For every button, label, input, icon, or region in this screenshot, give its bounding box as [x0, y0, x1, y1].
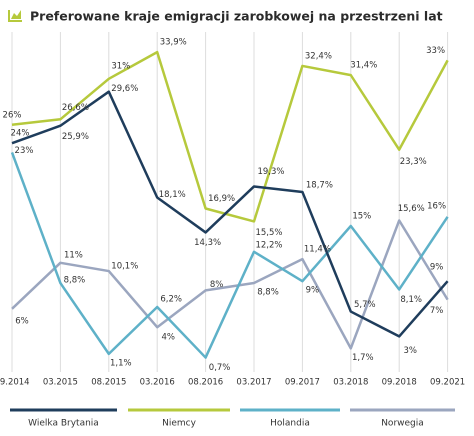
value-label: 18,7%	[306, 180, 333, 190]
legend-label: Holandia	[270, 419, 310, 429]
x-tick-label: 08.2015	[91, 378, 126, 388]
value-label: 26,6%	[62, 103, 89, 113]
value-label: 15%	[352, 212, 371, 222]
value-label: 3%	[403, 346, 417, 356]
value-label: 5,7%	[354, 300, 376, 310]
series-line	[11, 219, 449, 350]
series-line	[10, 151, 449, 359]
x-tick-label: 03.2015	[43, 378, 78, 388]
value-label: 9%	[430, 263, 444, 273]
value-label: 11%	[64, 250, 83, 260]
value-label: 19,3%	[257, 167, 284, 177]
value-label: 8,1%	[400, 295, 422, 305]
value-label: 31,4%	[350, 61, 377, 71]
x-tick-label: 09.2018	[382, 378, 417, 388]
value-label: 0,7%	[209, 363, 231, 373]
value-label: 33,9%	[160, 38, 187, 48]
series-line	[11, 90, 449, 338]
value-label: 10,1%	[111, 262, 138, 272]
value-label: 33%	[426, 46, 445, 56]
x-tick-label: 09.2021	[430, 378, 465, 388]
value-label: 18,1%	[159, 190, 186, 200]
value-label: 15,6%	[398, 204, 425, 214]
value-label: 23,3%	[400, 157, 427, 167]
value-label: 11,4%	[304, 245, 331, 255]
legend-label: Wielka Brytania	[28, 419, 99, 429]
value-label: 6%	[15, 316, 29, 326]
title-icon	[8, 10, 22, 22]
value-label: 15,5%	[255, 228, 282, 238]
value-label: 6,2%	[160, 294, 182, 304]
value-label: 16%	[427, 201, 446, 211]
x-tick-label: 09.2017	[285, 378, 320, 388]
value-label: 24%	[11, 129, 30, 139]
value-label: 26%	[3, 110, 22, 120]
legend-label: Niemcy	[162, 419, 196, 429]
value-label: 1,1%	[110, 358, 132, 368]
x-tick-label: 03.2017	[236, 378, 271, 388]
value-label: 8,8%	[64, 276, 86, 286]
x-tick-label: 09.2014	[0, 378, 30, 388]
x-tick-label: 03.2018	[333, 378, 368, 388]
value-label: 23%	[15, 146, 34, 156]
value-label: 31%	[111, 61, 130, 71]
value-label: 16,9%	[208, 194, 235, 204]
value-label: 29,6%	[111, 84, 138, 94]
value-label: 32,4%	[305, 51, 332, 61]
value-label: 1,7%	[352, 353, 374, 363]
value-label: 25,9%	[62, 132, 89, 142]
value-label: 8%	[210, 280, 224, 290]
chart-title: Preferowane kraje emigracji zarobkowej n…	[30, 9, 443, 24]
x-tick-label: 03.2016	[140, 378, 175, 388]
value-label: 9%	[306, 286, 320, 296]
value-label: 8,8%	[257, 288, 279, 298]
value-label: 4%	[161, 333, 175, 343]
value-label: 12,2%	[255, 240, 282, 250]
series-line	[11, 50, 449, 223]
value-label: 7%	[430, 306, 444, 316]
x-tick-label: 08.2016	[188, 378, 223, 388]
legend-label: Norwegia	[381, 419, 424, 429]
value-label: 14,3%	[194, 238, 221, 248]
